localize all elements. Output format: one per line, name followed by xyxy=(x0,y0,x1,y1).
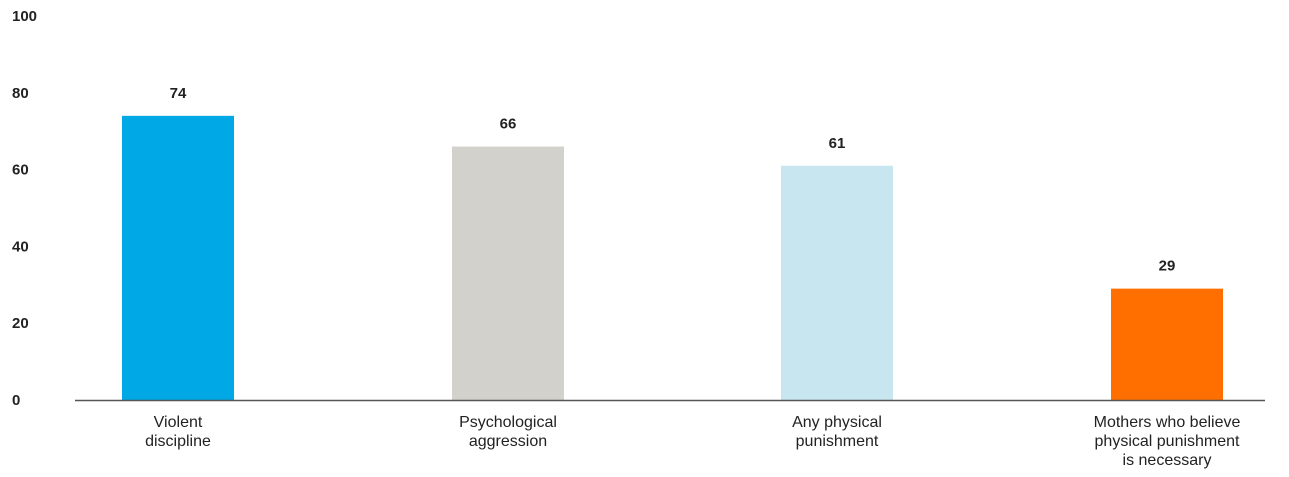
bar-4 xyxy=(1111,288,1223,400)
data-label-1: 74 xyxy=(170,85,187,102)
category-label-1-line-2: discipline xyxy=(145,433,211,450)
category-label-2: Psychological aggression xyxy=(459,414,557,450)
category-label-1-line-1: Violent xyxy=(154,414,203,431)
category-labels: Violent discipline Psychological aggression… xyxy=(145,414,1240,469)
y-tick-label-0: 0 xyxy=(12,392,20,409)
category-label-3-line-1: Any physical xyxy=(792,414,882,431)
y-tick-label-40: 40 xyxy=(12,238,29,255)
category-label-2-line-1: Psychological xyxy=(459,414,557,431)
category-label-3-line-2: punishment xyxy=(796,433,879,450)
bar-2 xyxy=(452,146,564,400)
y-tick-label-100: 100 xyxy=(12,8,37,25)
category-label-4-line-3: is necessary xyxy=(1123,452,1212,469)
y-tick-label-80: 80 xyxy=(12,85,29,102)
data-label-3: 61 xyxy=(829,135,846,152)
bar-3 xyxy=(781,165,893,400)
category-label-2-line-2: aggression xyxy=(469,433,547,450)
data-label-4: 29 xyxy=(1159,258,1176,275)
data-labels: 74 66 61 29 xyxy=(170,85,1176,275)
category-label-3: Any physical punishment xyxy=(792,414,882,450)
bars xyxy=(122,115,1223,400)
y-tick-label-60: 60 xyxy=(12,162,29,179)
y-tick-label-20: 20 xyxy=(12,315,29,332)
category-label-4-line-1: Mothers who believe xyxy=(1094,414,1241,431)
category-label-4-line-2: physical punishment xyxy=(1095,433,1241,450)
y-axis-tick-labels: 0 20 40 60 80 100 xyxy=(12,8,37,409)
category-label-1: Violent discipline xyxy=(145,414,211,450)
bar-1 xyxy=(122,115,234,400)
category-label-4: Mothers who believe physical punishment is… xyxy=(1094,414,1241,469)
data-label-2: 66 xyxy=(500,116,517,133)
